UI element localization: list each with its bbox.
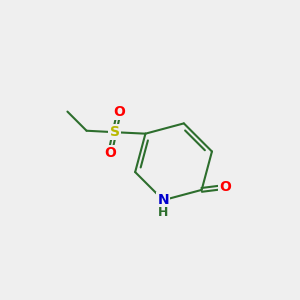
Text: O: O xyxy=(104,146,116,160)
Text: H: H xyxy=(158,206,169,219)
Text: O: O xyxy=(113,105,125,118)
Text: S: S xyxy=(110,125,119,139)
Text: N: N xyxy=(158,193,169,207)
Text: O: O xyxy=(219,180,231,194)
